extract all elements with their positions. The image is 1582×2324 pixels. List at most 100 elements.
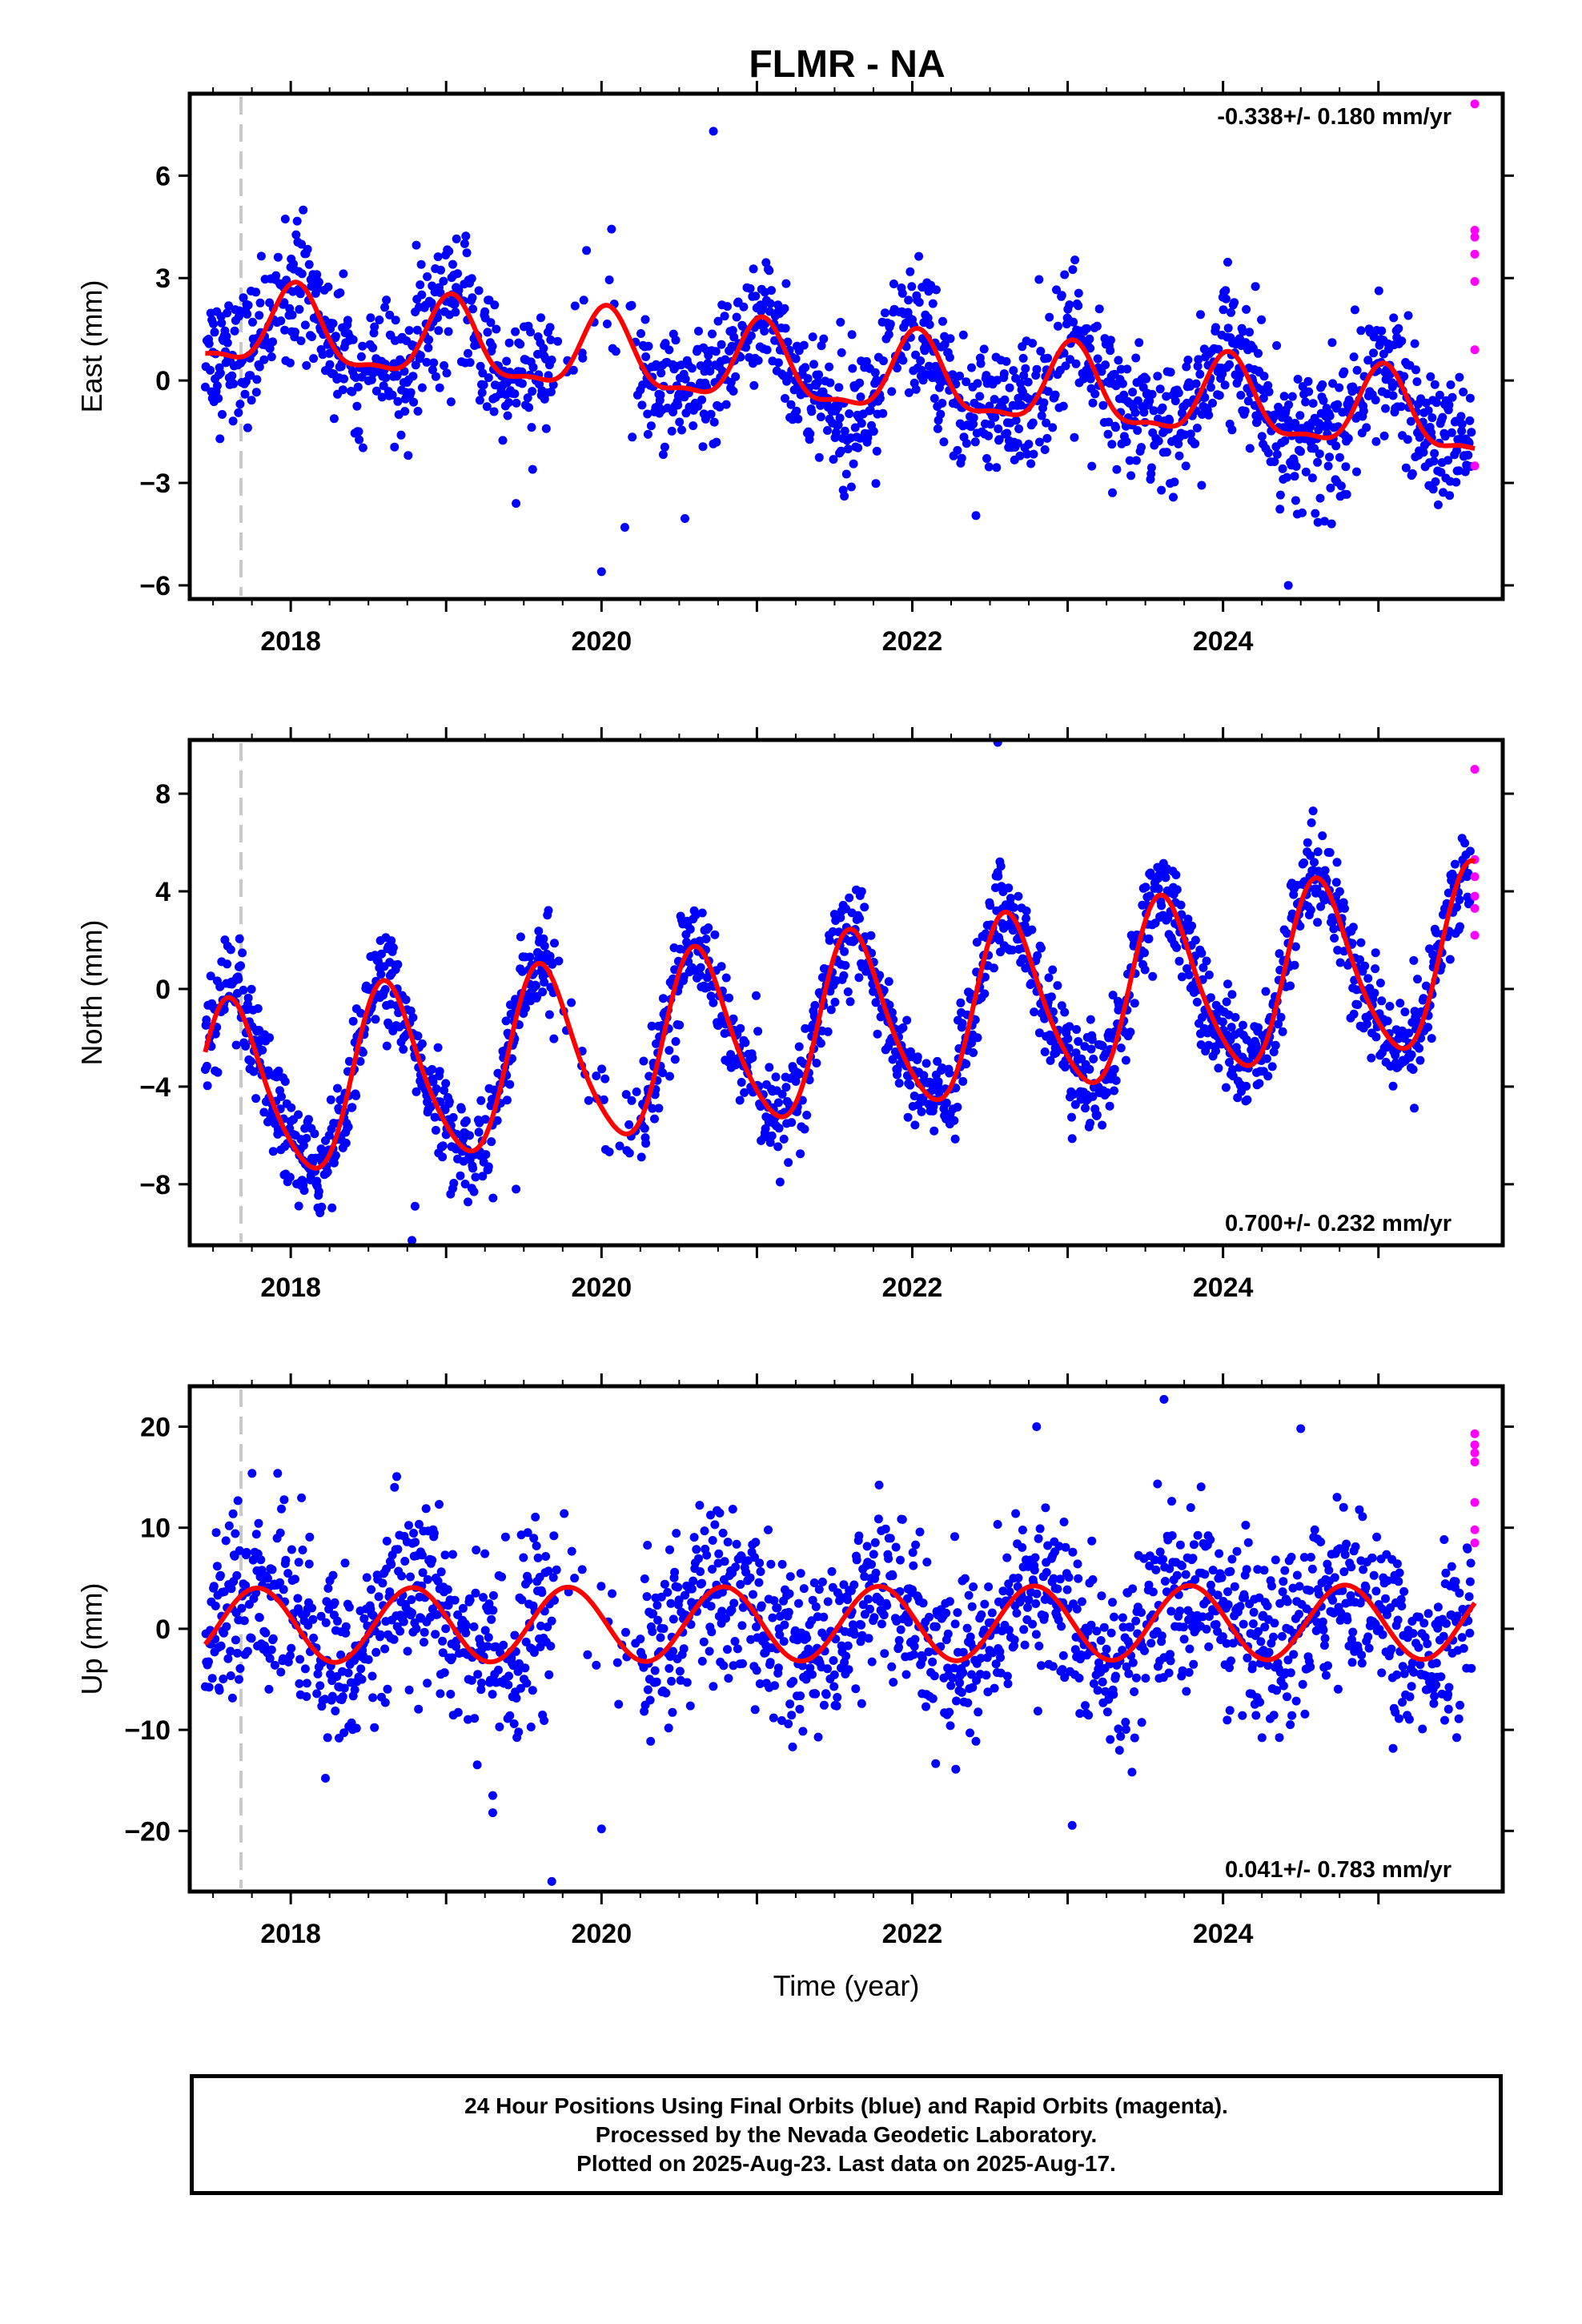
final-orbit-point xyxy=(1019,371,1029,380)
final-orbit-point xyxy=(357,1675,367,1684)
final-orbit-point xyxy=(1039,398,1049,408)
final-orbit-point xyxy=(287,1103,296,1112)
final-orbit-point xyxy=(568,365,578,375)
final-orbit-point xyxy=(1112,464,1122,474)
final-orbit-point xyxy=(628,432,637,442)
final-orbit-point xyxy=(837,446,845,456)
final-orbit-point xyxy=(545,323,555,332)
final-orbit-point xyxy=(1010,903,1018,912)
final-orbit-point xyxy=(994,424,1003,433)
final-orbit-point xyxy=(950,1134,960,1144)
final-orbit-point xyxy=(468,304,478,314)
final-orbit-point xyxy=(696,971,705,980)
final-orbit-point xyxy=(705,367,715,376)
final-orbit-point xyxy=(962,1059,971,1069)
final-orbit-point xyxy=(1106,346,1115,356)
final-orbit-point xyxy=(1134,338,1144,348)
final-orbit-point xyxy=(1106,336,1115,345)
final-orbit-point xyxy=(248,317,257,327)
final-orbit-point xyxy=(546,335,556,344)
final-orbit-point xyxy=(767,1131,777,1140)
final-orbit-point xyxy=(1141,883,1150,892)
final-orbit-point xyxy=(647,1021,656,1031)
final-orbit-point xyxy=(1097,1591,1106,1601)
final-orbit-point xyxy=(800,1124,809,1134)
final-orbit-point xyxy=(973,379,982,388)
final-orbit-point xyxy=(813,377,823,387)
final-orbit-point xyxy=(650,1114,659,1124)
final-orbit-point xyxy=(835,413,845,423)
final-orbit-point xyxy=(729,1598,739,1608)
final-orbit-point xyxy=(460,239,469,248)
final-orbit-point xyxy=(570,1574,580,1583)
final-orbit-point xyxy=(499,1640,508,1650)
final-orbit-point xyxy=(698,442,708,452)
final-orbit-point xyxy=(1026,459,1036,468)
y-tick-label: −4 xyxy=(139,1072,171,1103)
final-orbit-point xyxy=(300,320,310,330)
final-orbit-point xyxy=(1023,377,1033,387)
final-orbit-point xyxy=(1374,286,1383,296)
final-orbit-point xyxy=(1033,1707,1042,1716)
final-orbit-point xyxy=(973,1033,982,1043)
final-orbit-point xyxy=(1027,925,1037,935)
final-orbit-point xyxy=(367,375,376,384)
final-orbit-point xyxy=(1410,339,1419,348)
final-orbit-point xyxy=(796,1691,805,1701)
final-orbit-point xyxy=(675,1667,685,1676)
final-orbit-point xyxy=(1057,1622,1066,1631)
y-tick-label: 0 xyxy=(155,975,171,1005)
final-orbit-point xyxy=(517,1595,527,1605)
final-orbit-point xyxy=(440,1550,450,1560)
final-orbit-point xyxy=(299,1186,309,1196)
final-orbit-point xyxy=(1074,1037,1083,1046)
final-orbit-point xyxy=(385,310,395,320)
final-orbit-point xyxy=(1227,308,1235,317)
final-orbit-point xyxy=(218,410,227,419)
final-orbit-point xyxy=(1019,1625,1029,1634)
final-orbit-point xyxy=(416,280,425,290)
final-orbit-point xyxy=(1061,1542,1070,1552)
final-orbit-point xyxy=(836,913,845,923)
final-orbit-point xyxy=(1427,1034,1436,1043)
final-orbit-point xyxy=(736,1023,745,1033)
final-orbit-point xyxy=(374,1592,383,1602)
final-orbit-point xyxy=(992,463,1002,472)
final-orbit-point xyxy=(295,1679,304,1688)
final-orbit-point xyxy=(1270,457,1279,466)
final-orbit-point xyxy=(544,1010,554,1019)
final-orbit-point xyxy=(717,1587,727,1597)
final-orbit-point xyxy=(955,372,965,380)
final-orbit-point xyxy=(371,1647,381,1657)
final-orbit-point xyxy=(844,1665,853,1675)
final-orbit-point xyxy=(226,1647,235,1656)
final-orbit-point xyxy=(1097,367,1106,376)
final-orbit-point xyxy=(234,408,243,417)
final-orbit-point xyxy=(773,1663,783,1673)
final-orbit-point xyxy=(462,248,472,258)
final-orbit-point xyxy=(681,1590,689,1600)
final-orbit-point xyxy=(645,1695,655,1705)
final-orbit-point xyxy=(1445,955,1455,964)
final-orbit-point xyxy=(1319,517,1329,526)
final-orbit-point xyxy=(894,1079,904,1088)
final-orbit-point xyxy=(1077,1597,1086,1606)
final-orbit-point xyxy=(217,318,227,328)
final-orbit-point xyxy=(924,1647,934,1657)
final-orbit-point xyxy=(210,328,219,337)
final-orbit-point xyxy=(280,215,290,223)
final-orbit-point xyxy=(839,1580,849,1590)
final-orbit-point xyxy=(757,1601,766,1610)
final-orbit-point xyxy=(709,127,718,136)
final-orbit-point xyxy=(832,1701,841,1711)
final-orbit-point xyxy=(1009,366,1018,376)
final-orbit-point xyxy=(745,1573,755,1582)
final-orbit-point xyxy=(448,1653,457,1663)
final-orbit-point xyxy=(696,1567,705,1576)
final-orbit-point xyxy=(1353,1000,1363,1009)
final-orbit-point xyxy=(596,1582,606,1591)
final-orbit-point xyxy=(1072,1025,1082,1034)
final-orbit-point xyxy=(1195,369,1205,379)
final-orbit-point xyxy=(841,1651,851,1661)
final-orbit-point xyxy=(1099,1622,1109,1632)
